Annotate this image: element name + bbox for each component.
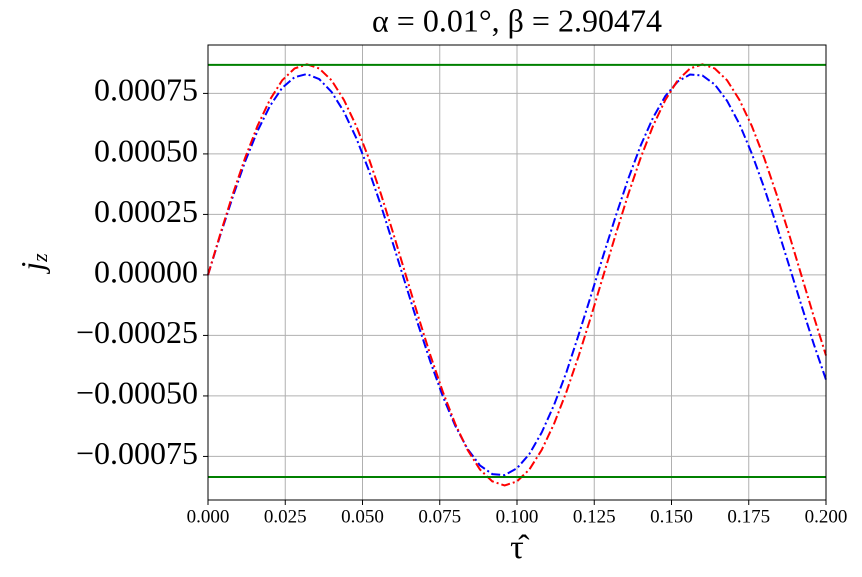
y-tick-label: −0.00075: [76, 435, 198, 471]
y-tick-label: 0.00050: [94, 132, 198, 168]
y-tick-label: −0.00025: [76, 314, 198, 350]
x-tick-label: 0.175: [727, 506, 770, 527]
plot-frame: [207, 44, 827, 501]
y-tick-label: 0.00000: [94, 253, 198, 289]
x-tick-label: 0.100: [496, 506, 539, 527]
y-axis-label-main: j: [14, 262, 50, 275]
y-tick-label: 0.00075: [94, 72, 198, 108]
y-tick-label: 0.00025: [94, 193, 198, 229]
y-axis-label-sub: z: [27, 253, 52, 263]
x-tick-label: 0.125: [573, 506, 616, 527]
data-line: [207, 72, 827, 477]
x-tick-label: 0.075: [418, 506, 461, 527]
y-axis-label: jz: [14, 253, 52, 275]
x-tick-label: 0.000: [187, 506, 230, 527]
x-axis-label: τ̂: [510, 529, 530, 566]
x-tick-label: 0.050: [341, 506, 384, 527]
x-tick-label: 0.200: [805, 506, 848, 527]
y-tick-label: −0.00050: [76, 374, 198, 410]
chart-title: α = 0.01°, β = 2.90474: [372, 2, 662, 38]
x-tick-label: 0.150: [650, 506, 693, 527]
x-tick-label: 0.025: [264, 506, 307, 527]
